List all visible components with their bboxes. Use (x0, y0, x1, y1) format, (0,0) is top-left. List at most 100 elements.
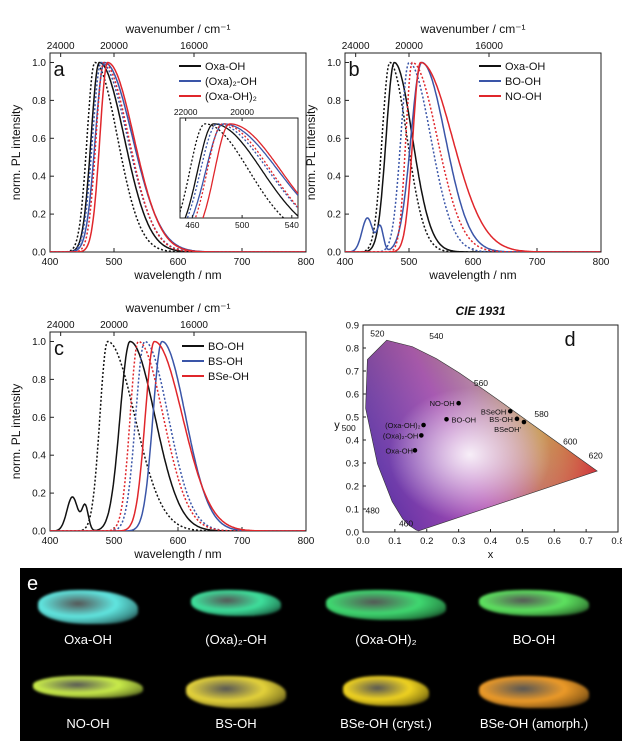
y-tick-label: 0.6 (327, 134, 341, 145)
y-tick-label: 0.4 (327, 172, 341, 183)
top-tick-label: 16000 (180, 320, 208, 331)
inset: 460 500 540 22000 20000 (174, 107, 299, 230)
inset-x-tick-label: 500 (235, 220, 249, 230)
top-axis-label: wavenumber / cm⁻¹ (124, 301, 230, 315)
photo-label: NO-OH (66, 716, 110, 731)
inset-x-tick-label: 540 (285, 220, 299, 230)
y-tick-label: 0.4 (32, 451, 46, 462)
inset-series-line (180, 123, 285, 218)
wavelength-label: 520 (370, 329, 384, 339)
y-tick-label: 0.8 (327, 96, 341, 107)
y-tick-label: 0.5 (346, 413, 359, 424)
curves (345, 61, 601, 252)
x-tick-label: 700 (529, 257, 546, 268)
x-tick-label: 600 (170, 257, 187, 268)
chart-title: CIE 1931 (455, 304, 505, 318)
x-tick-label: 0.0 (356, 536, 369, 547)
wavelength-label: 500 (342, 423, 356, 433)
legend-entry: Oxa-OH (505, 61, 545, 73)
top-tick-label: 20000 (395, 41, 423, 52)
cie-point-label: Oxa-OH (385, 446, 413, 455)
series-line (50, 61, 306, 252)
y-tick-label: 0.2 (32, 489, 46, 500)
series-line (50, 340, 306, 531)
x-axis-label: x (488, 549, 494, 561)
series-line (50, 61, 306, 252)
legend-entry: NO-OH (505, 91, 542, 103)
wavelength-label: 620 (589, 450, 603, 460)
legend-entry: (Oxa-OH)₂ (205, 91, 257, 103)
curves (50, 61, 306, 252)
cie-point (507, 408, 513, 414)
series-line (345, 61, 601, 252)
photo-panel-e: Oxa-OH (Oxa)₂-OH (Oxa-OH)₂ BO-OH NO-OH BS-OH B… (20, 568, 622, 741)
crystal-photo (186, 676, 286, 708)
cie-point-label: BS-OH (489, 415, 513, 424)
x-tick-label: 0.8 (611, 536, 622, 547)
x-tick-label: 0.7 (580, 536, 593, 547)
series-line (50, 340, 306, 531)
panel-letter: a (53, 59, 65, 81)
legend-entry: BSe-OH (208, 371, 249, 383)
cie-point-label: NO-OH (430, 399, 455, 408)
panel-letter: e (27, 573, 39, 595)
wavelength-label: 560 (474, 378, 488, 388)
x-tick-label: 500 (106, 536, 123, 547)
legend-entry: BS-OH (208, 356, 243, 368)
y-tick-label: 1.0 (32, 337, 46, 348)
plot-frame (344, 52, 602, 253)
y-axis-label: norm. PL intensity (9, 105, 23, 201)
photo-label: (Oxa)₂-OH (205, 632, 267, 647)
y-tick-label: 0.6 (32, 134, 46, 145)
inset-curves (180, 123, 298, 218)
y-axis-label: norm. PL intensity (9, 384, 23, 480)
y-tick-label: 0.8 (346, 344, 359, 355)
cie-gamut-white (365, 339, 598, 532)
inset-x-tick-label: 460 (185, 220, 199, 230)
cie-point (444, 417, 449, 422)
x-axis-label: wavelength / nm (428, 268, 516, 282)
panel-letter: b (348, 59, 359, 81)
cie-point (521, 419, 527, 425)
series-line (345, 61, 601, 252)
top-tick-label: 20000 (100, 41, 128, 52)
x-tick-label: 800 (298, 257, 315, 268)
cie-point (412, 448, 418, 453)
y-tick-label: 0.8 (32, 375, 46, 386)
x-tick-label: 800 (593, 257, 610, 268)
y-tick-label: 0.9 (346, 321, 359, 332)
wavelength-label: 600 (563, 437, 577, 447)
inset-series-line (194, 123, 298, 218)
cie-point-label: BO-OH (452, 415, 477, 424)
series-line (50, 340, 306, 531)
wavelength-label: 540 (429, 331, 443, 341)
inset-top-tick-label: 20000 (230, 107, 254, 117)
panel-letter: c (54, 338, 64, 360)
x-tick-label: 0.5 (516, 536, 529, 547)
cie-point-label: (Oxa)₂-OH (383, 431, 418, 440)
x-tick-label: 500 (401, 257, 418, 268)
legend-entry: BO-OH (505, 76, 541, 88)
x-tick-label: 400 (42, 536, 59, 547)
crystal-photo (38, 590, 138, 624)
cie-point-label: BSeOH' (494, 425, 521, 434)
top-axis-label: wavenumber / cm⁻¹ (124, 22, 230, 36)
x-tick-label: 400 (42, 257, 59, 268)
wavelength-label: 460 (399, 518, 413, 528)
cie-point-label: BSeOH (481, 407, 506, 416)
series-line (50, 61, 306, 252)
x-tick-label: 0.3 (452, 536, 465, 547)
y-tick-label: 0.0 (327, 248, 341, 259)
photo-label: BSe-OH (amorph.) (479, 716, 589, 731)
top-tick-label: 20000 (100, 320, 128, 331)
cie-point (419, 433, 424, 438)
series-line (345, 61, 601, 252)
photo-label: BS-OH (215, 716, 257, 731)
series-line (345, 61, 601, 252)
cie-point (514, 416, 520, 422)
series-line (50, 340, 306, 531)
wavelength-label: 480 (365, 506, 379, 516)
y-tick-label: 0.2 (32, 210, 46, 221)
